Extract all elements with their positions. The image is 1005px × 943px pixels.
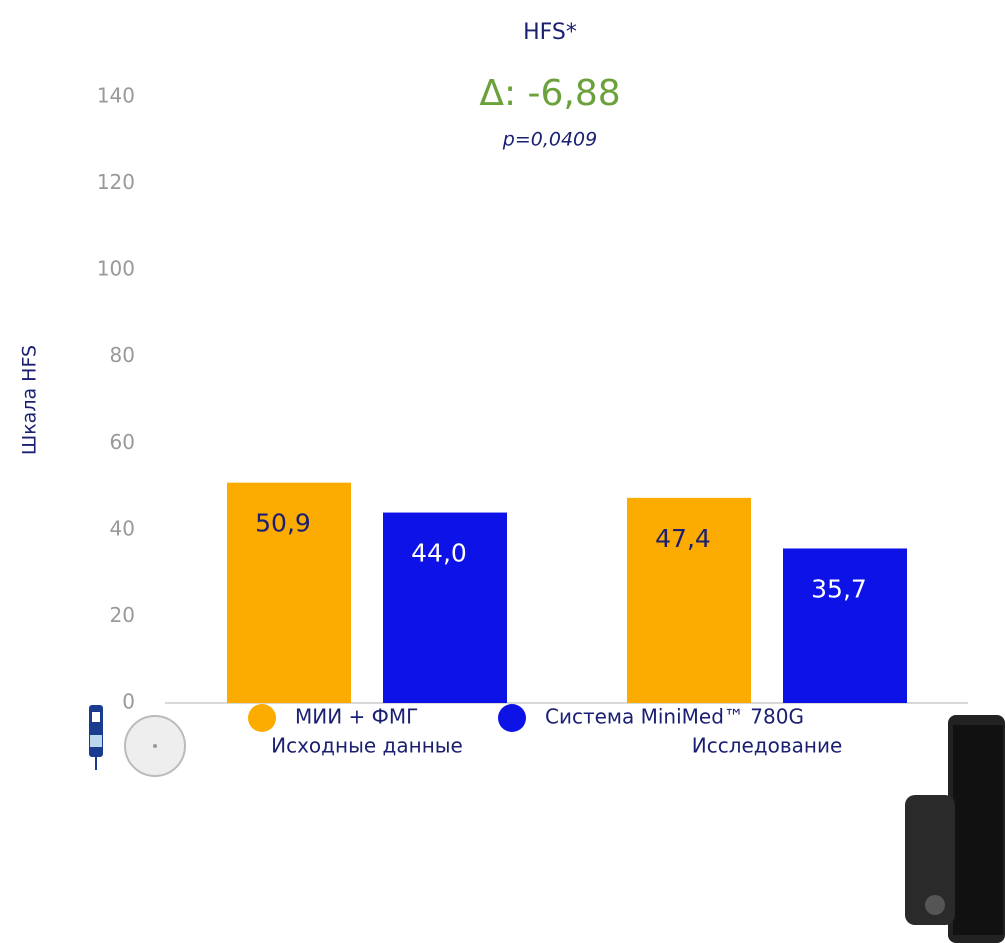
bar <box>227 482 351 703</box>
value-label: 50,9 <box>255 509 311 538</box>
y-tick-label: 100 <box>97 257 135 281</box>
value-label: 44,0 <box>411 539 467 568</box>
y-tick-label: 120 <box>97 170 135 194</box>
chart-title: HFS* <box>523 20 577 45</box>
bar <box>783 548 907 703</box>
value-label: 47,4 <box>655 524 711 553</box>
y-tick-label: 40 <box>110 516 135 540</box>
legend-label: Система MiniMed™ 780G <box>545 705 804 729</box>
y-tick-label: 60 <box>110 430 135 454</box>
y-tick-label: 20 <box>110 603 135 627</box>
y-axis-label: Шкала HFS <box>19 345 41 455</box>
legend-marker <box>498 704 526 732</box>
y-tick-label: 140 <box>97 84 135 108</box>
device-icon <box>905 715 1005 943</box>
y-tick-label: 80 <box>110 343 135 367</box>
legend-label: МИИ + ФМГ <box>295 705 418 729</box>
annotation-note: p=0,0409 <box>502 129 597 151</box>
pen-icon <box>89 705 103 770</box>
sensor-icon <box>124 715 186 777</box>
value-label: 35,7 <box>811 574 867 603</box>
y-tick-label: 0 <box>122 690 135 714</box>
annotation: Δ: -6,88 <box>479 73 620 114</box>
bar <box>383 512 507 703</box>
x-tick-label: Исходные данные <box>271 734 463 758</box>
bar <box>627 497 751 703</box>
x-tick-label: Исследование <box>692 734 843 758</box>
legend-marker <box>248 704 276 732</box>
